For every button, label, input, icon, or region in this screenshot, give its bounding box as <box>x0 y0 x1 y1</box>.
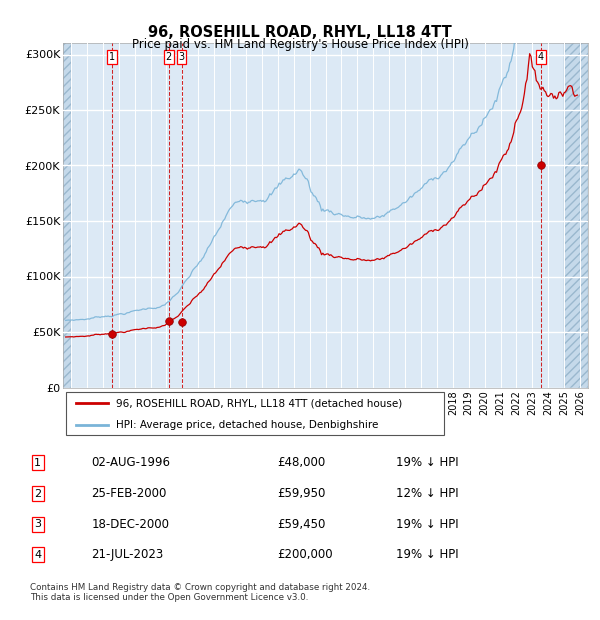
Bar <box>564 43 588 388</box>
Text: 1: 1 <box>109 52 115 62</box>
Text: 02-AUG-1996: 02-AUG-1996 <box>91 456 170 469</box>
Text: 19% ↓ HPI: 19% ↓ HPI <box>396 518 458 531</box>
Text: Contains HM Land Registry data © Crown copyright and database right 2024.
This d: Contains HM Land Registry data © Crown c… <box>30 583 370 602</box>
Text: 12% ↓ HPI: 12% ↓ HPI <box>396 487 458 500</box>
FancyBboxPatch shape <box>65 392 443 435</box>
Text: 4: 4 <box>538 52 544 62</box>
Text: 96, ROSEHILL ROAD, RHYL, LL18 4TT: 96, ROSEHILL ROAD, RHYL, LL18 4TT <box>148 25 452 40</box>
Text: 19% ↓ HPI: 19% ↓ HPI <box>396 456 458 469</box>
Bar <box>63 43 71 388</box>
Text: 3: 3 <box>34 519 41 529</box>
Bar <box>564 43 588 388</box>
Text: £200,000: £200,000 <box>277 548 333 561</box>
Text: 4: 4 <box>34 550 41 560</box>
Text: 19% ↓ HPI: 19% ↓ HPI <box>396 548 458 561</box>
Text: 18-DEC-2000: 18-DEC-2000 <box>91 518 169 531</box>
Text: £48,000: £48,000 <box>277 456 326 469</box>
Text: 96, ROSEHILL ROAD, RHYL, LL18 4TT (detached house): 96, ROSEHILL ROAD, RHYL, LL18 4TT (detac… <box>115 398 402 408</box>
Text: 25-FEB-2000: 25-FEB-2000 <box>91 487 167 500</box>
Text: Price paid vs. HM Land Registry's House Price Index (HPI): Price paid vs. HM Land Registry's House … <box>131 38 469 51</box>
Bar <box>63 43 71 388</box>
Text: 1: 1 <box>34 458 41 468</box>
Text: HPI: Average price, detached house, Denbighshire: HPI: Average price, detached house, Denb… <box>115 420 378 430</box>
Text: £59,450: £59,450 <box>277 518 326 531</box>
Text: 2: 2 <box>166 52 172 62</box>
Text: £59,950: £59,950 <box>277 487 326 500</box>
Text: 3: 3 <box>179 52 185 62</box>
Text: 2: 2 <box>34 489 41 498</box>
Text: 21-JUL-2023: 21-JUL-2023 <box>91 548 164 561</box>
